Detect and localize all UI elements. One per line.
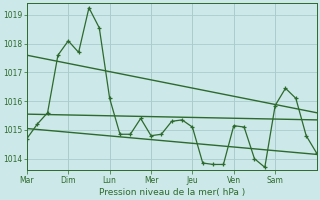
X-axis label: Pression niveau de la mer( hPa ): Pression niveau de la mer( hPa ) (99, 188, 245, 197)
